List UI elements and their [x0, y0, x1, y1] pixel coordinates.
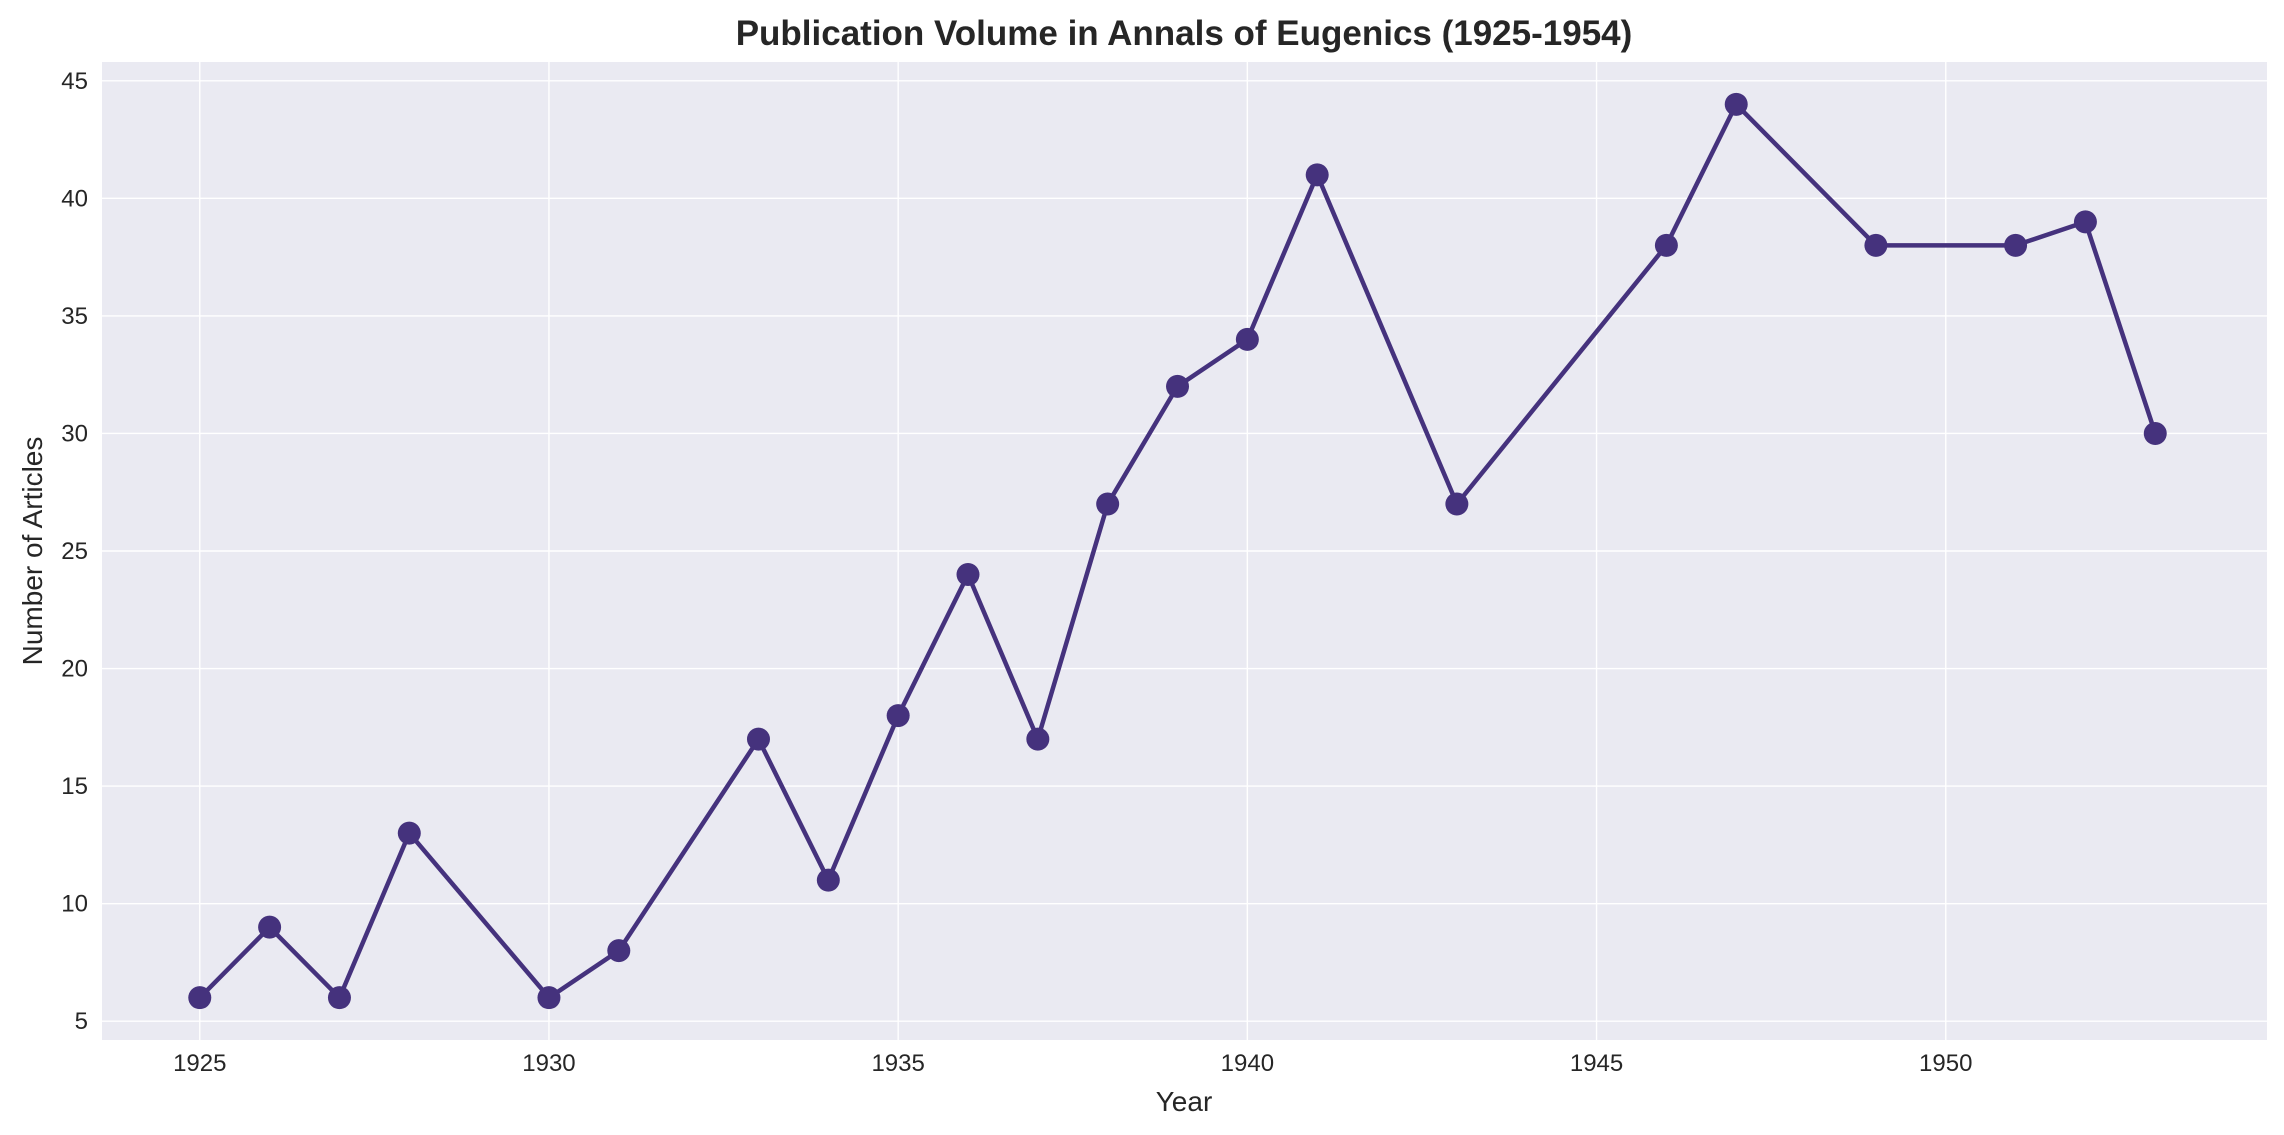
- x-tick-label: 1935: [871, 1050, 924, 1077]
- data-point: [607, 939, 631, 963]
- y-tick-label: 20: [61, 656, 88, 683]
- data-point: [1864, 233, 1888, 257]
- data-point: [397, 821, 421, 845]
- data-point: [1166, 374, 1190, 398]
- data-point: [816, 868, 840, 892]
- data-point: [258, 915, 282, 939]
- x-tick-label: 1950: [1919, 1050, 1972, 1077]
- data-point: [1096, 492, 1120, 516]
- data-point: [1445, 492, 1469, 516]
- data-point: [956, 563, 980, 587]
- data-point: [1305, 163, 1329, 187]
- data-point: [746, 727, 770, 751]
- data-point: [537, 986, 561, 1010]
- data-point: [1026, 727, 1050, 751]
- y-axis-label: Number of Articles: [17, 437, 48, 666]
- x-tick-label: 1930: [522, 1050, 575, 1077]
- y-tick-label: 35: [61, 303, 88, 330]
- data-point: [327, 986, 351, 1010]
- x-tick-label: 1925: [173, 1050, 226, 1077]
- data-point: [886, 704, 910, 728]
- y-tick-label: 15: [61, 773, 88, 800]
- x-tick-label: 1940: [1221, 1050, 1274, 1077]
- series-line: [197, 102, 2158, 1000]
- data-point: [2143, 421, 2167, 445]
- x-tick-label: 1945: [1570, 1050, 1623, 1077]
- chart-title: Publication Volume in Annals of Eugenics…: [736, 14, 1633, 53]
- data-point: [1235, 327, 1259, 351]
- data-point: [2073, 210, 2097, 234]
- y-tick-label: 30: [61, 420, 88, 447]
- axis-ticks: 5 10 15 20 25 30 35 40 45 1925 1930 1935 1940 1945 195…: [61, 68, 1972, 1077]
- y-tick-label: 5: [75, 1008, 88, 1035]
- y-tick-label: 45: [61, 68, 88, 95]
- y-tick-label: 25: [61, 538, 88, 565]
- data-series: [188, 92, 2167, 1010]
- data-point: [2004, 233, 2028, 257]
- data-point: [1724, 92, 1748, 116]
- data-point: [188, 986, 212, 1010]
- y-tick-label: 10: [61, 891, 88, 918]
- data-point: [1654, 233, 1678, 257]
- x-axis-label: Year: [1156, 1086, 1213, 1117]
- grid-lines: [102, 62, 2267, 1040]
- y-tick-label: 40: [61, 185, 88, 212]
